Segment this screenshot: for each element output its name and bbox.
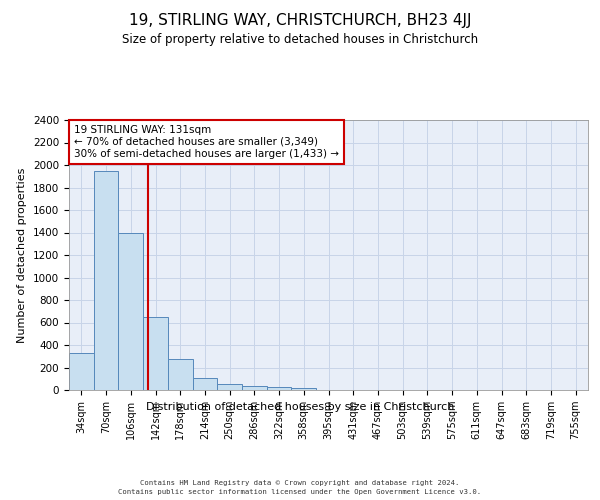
- Bar: [193, 378, 217, 390]
- Text: Contains HM Land Registry data © Crown copyright and database right 2024.
Contai: Contains HM Land Registry data © Crown c…: [118, 480, 482, 495]
- Text: 19, STIRLING WAY, CHRISTCHURCH, BH23 4JJ: 19, STIRLING WAY, CHRISTCHURCH, BH23 4JJ: [129, 12, 471, 28]
- Y-axis label: Number of detached properties: Number of detached properties: [17, 168, 28, 342]
- Bar: [69, 354, 94, 390]
- Bar: [118, 232, 143, 390]
- Text: Distribution of detached houses by size in Christchurch: Distribution of detached houses by size …: [146, 402, 454, 412]
- Text: 19 STIRLING WAY: 131sqm
← 70% of detached houses are smaller (3,349)
30% of semi: 19 STIRLING WAY: 131sqm ← 70% of detache…: [74, 126, 339, 158]
- Bar: [217, 384, 242, 390]
- Bar: [168, 358, 193, 390]
- Bar: [143, 317, 168, 390]
- Bar: [292, 388, 316, 390]
- Bar: [242, 386, 267, 390]
- Text: Size of property relative to detached houses in Christchurch: Size of property relative to detached ho…: [122, 32, 478, 46]
- Bar: [94, 170, 118, 390]
- Bar: [267, 387, 292, 390]
